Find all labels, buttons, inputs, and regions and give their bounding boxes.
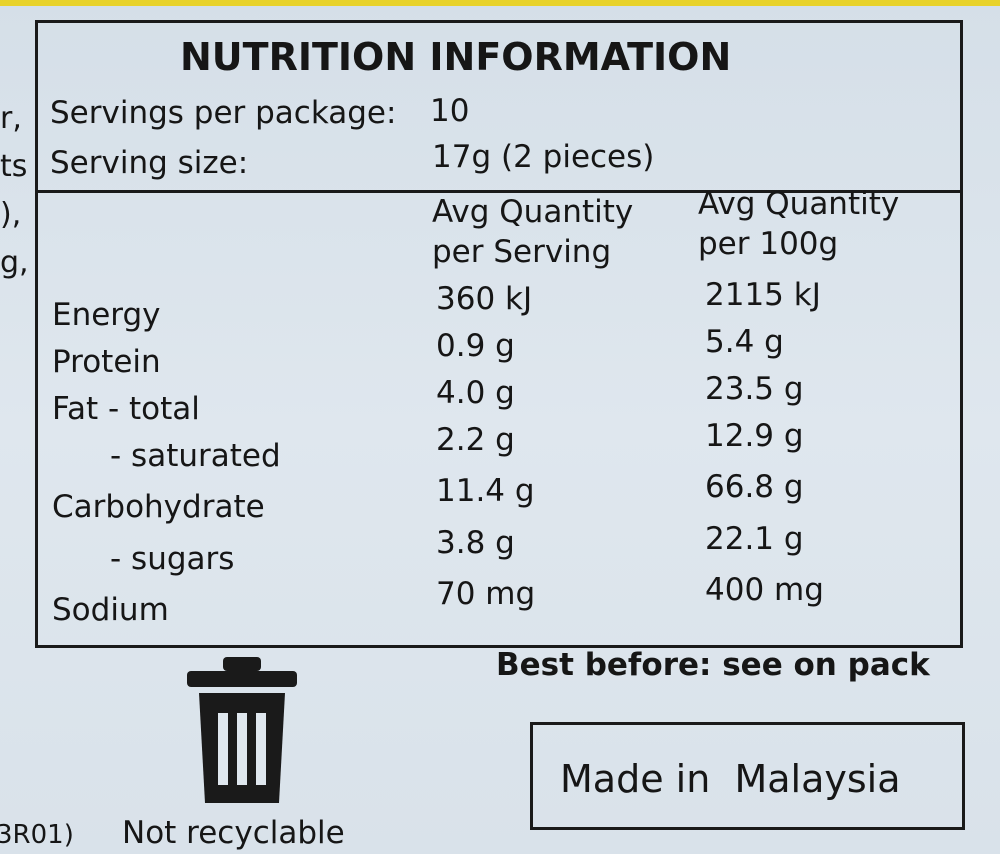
column-header: Avg Quantity per 100g (698, 186, 900, 262)
nutrient-name: Fat - total (52, 391, 200, 427)
serving-size-label: Serving size: (50, 145, 249, 181)
edge-fragment: ), (0, 197, 22, 232)
per-serving: 4.0 g (436, 375, 515, 411)
title: NUTRITION INFORMATION (180, 35, 732, 79)
per-serving: 2.2 g (436, 422, 515, 458)
per-100g: 5.4 g (705, 324, 784, 360)
per-100g: 2115 kJ (705, 277, 821, 313)
bin-icon (187, 657, 297, 803)
best-before: Best before: see on pack (496, 647, 930, 683)
per-serving: 11.4 g (436, 473, 535, 509)
servings-value: 10 (430, 93, 470, 129)
per-serving: 70 mg (436, 576, 536, 612)
nutrient-name: Energy (52, 297, 161, 333)
edge-fragment: ts (0, 149, 28, 184)
recycle-note: Not recyclable (122, 815, 345, 851)
nutrient-name: Sodium (52, 592, 169, 628)
per-100g: 400 mg (705, 572, 824, 608)
origin-box (530, 722, 965, 830)
serving-size-value: 17g (2 pieces) (432, 139, 655, 175)
nutrient-name: - sugars (110, 541, 235, 577)
origin: Made in Malaysia (560, 757, 901, 801)
divider (35, 190, 963, 193)
per-100g: 23.5 g (705, 371, 804, 407)
label-box (35, 20, 963, 648)
per-serving: 0.9 g (436, 328, 515, 364)
per-100g: 22.1 g (705, 521, 804, 557)
column-header: Avg Quantity per Serving (432, 194, 634, 270)
edge-fragment: g, (0, 245, 29, 280)
per-100g: 66.8 g (705, 469, 804, 505)
per-serving: 360 kJ (436, 281, 533, 317)
nutrient-name: - saturated (110, 438, 281, 474)
nutrient-name: Carbohydrate (52, 489, 265, 525)
nutrient-name: Protein (52, 344, 161, 380)
edge-fragment: r, (0, 101, 22, 136)
per-serving: 3.8 g (436, 525, 515, 561)
servings-label: Servings per package: (50, 95, 397, 131)
edge-fragment: 3R01) (0, 820, 74, 850)
package-edge (0, 0, 1000, 6)
per-100g: 12.9 g (705, 418, 804, 454)
